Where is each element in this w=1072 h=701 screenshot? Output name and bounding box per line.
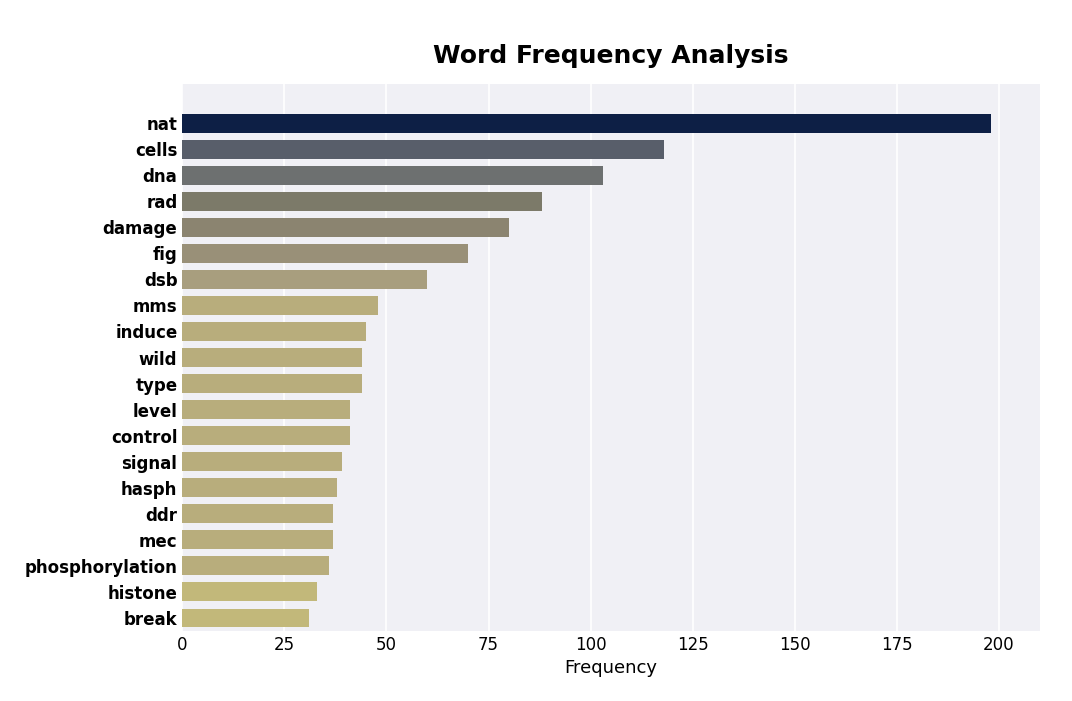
- Bar: [182, 608, 309, 627]
- Bar: [182, 531, 333, 549]
- Bar: [182, 557, 329, 576]
- Bar: [182, 478, 338, 497]
- Bar: [182, 139, 665, 158]
- X-axis label: Frequency: Frequency: [565, 660, 657, 677]
- Bar: [182, 114, 991, 132]
- Bar: [182, 348, 362, 367]
- Bar: [182, 218, 509, 237]
- Bar: [182, 322, 366, 341]
- Bar: [182, 426, 349, 445]
- Bar: [182, 583, 317, 601]
- Title: Word Frequency Analysis: Word Frequency Analysis: [433, 44, 789, 68]
- Bar: [182, 244, 468, 263]
- Bar: [182, 296, 378, 315]
- Bar: [182, 504, 333, 523]
- Bar: [182, 452, 342, 471]
- Bar: [182, 192, 541, 211]
- Bar: [182, 270, 428, 289]
- Bar: [182, 400, 349, 419]
- Bar: [182, 166, 602, 184]
- Bar: [182, 374, 362, 393]
